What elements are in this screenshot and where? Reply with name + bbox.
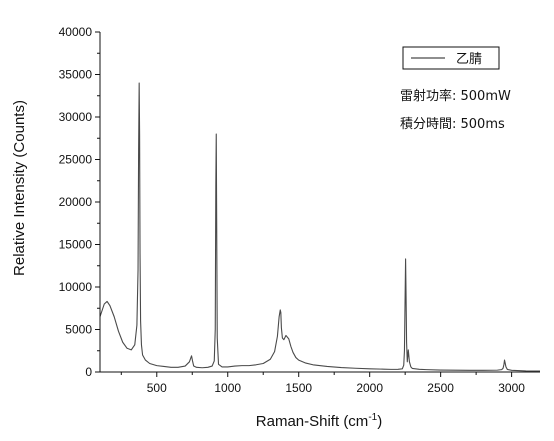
legend-box	[402, 46, 500, 70]
y-tick-label: 0	[85, 365, 92, 379]
y-ticks: 0 5000 10000 15000 20000 25000 30000 35000 40000	[59, 25, 100, 379]
integration-time-note: 積分時間: 500ms	[400, 117, 505, 132]
y-tick-label: 20000	[59, 195, 93, 209]
y-axis-title: Relative Intensity (Counts)	[11, 100, 28, 276]
x-tick-label: 2500	[427, 381, 454, 395]
series-line-acetonitrile	[99, 82, 541, 372]
x-tick-label: 1500	[285, 381, 312, 395]
legend-label: 乙腈	[456, 52, 482, 67]
x-tick-label: 3000	[498, 381, 525, 395]
y-tick-label: 25000	[59, 153, 93, 167]
x-tick-label: 2000	[356, 381, 383, 395]
y-tick-label: 35000	[59, 68, 93, 82]
y-tick-label: 5000	[65, 323, 92, 337]
y-tick-label: 10000	[59, 280, 93, 294]
y-tick-label: 30000	[59, 110, 93, 124]
y-tick-label: 40000	[59, 25, 93, 39]
legend: 乙腈	[402, 46, 500, 70]
laser-power-note: 雷射功率: 500mW	[400, 88, 511, 104]
y-tick-label: 15000	[59, 238, 93, 252]
x-tick-label: 1000	[214, 381, 241, 395]
x-tick-label: 500	[147, 381, 167, 395]
x-ticks: 500 1000 1500 2000 2500 3000	[120, 372, 525, 395]
plot-area	[99, 82, 541, 372]
x-axis-title: Raman-Shift (cm-1)	[256, 412, 382, 430]
